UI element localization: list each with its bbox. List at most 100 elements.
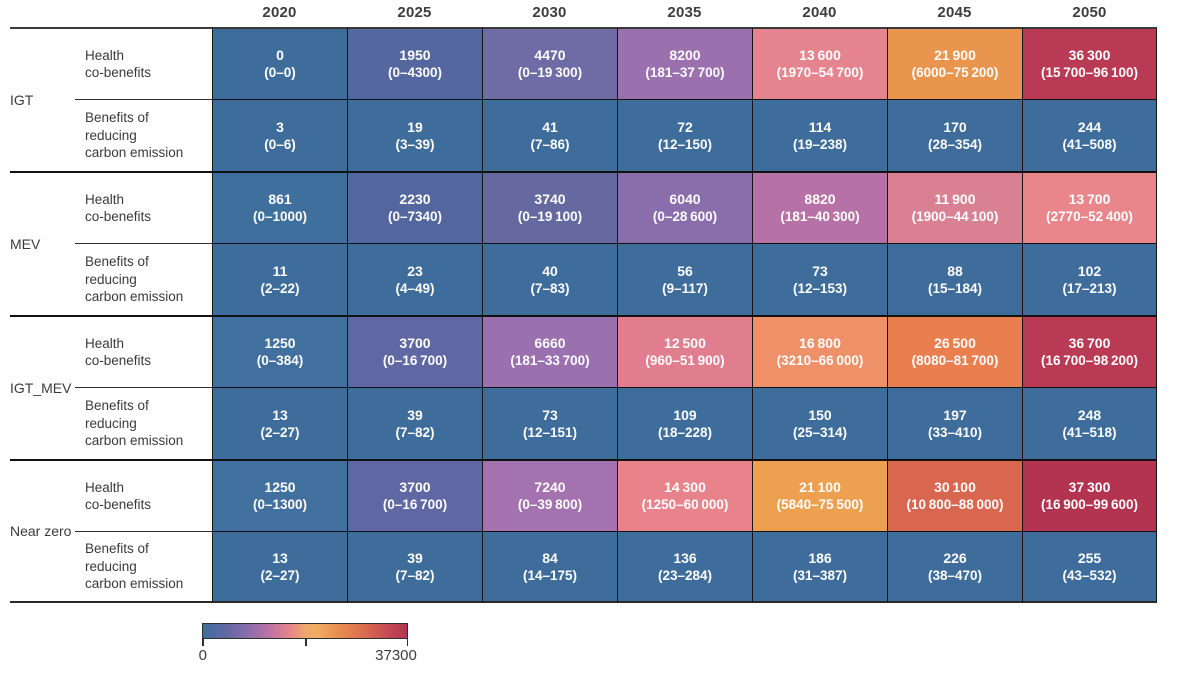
scenario-label: Near zero [10, 459, 75, 603]
cell-value: 37 300 [1068, 479, 1111, 495]
heatmap-cell: 56 (9–117) [617, 243, 752, 315]
colorbar-min-label: 0 [198, 647, 208, 664]
cell-range: (7–83) [530, 280, 570, 296]
cell-value: 1250 [264, 335, 296, 351]
cell-value: 39 [407, 406, 423, 423]
cell-value: 21 100 [799, 479, 841, 495]
cell-range: (7–86) [530, 136, 570, 152]
cell-value: 244 [1077, 118, 1102, 135]
heatmap-cell: 7240 (0–39 800) [482, 459, 617, 531]
measure-label: Health co-benefits [75, 315, 212, 387]
cell-range: (12–150) [657, 136, 713, 152]
cell-range: (17–213) [1062, 280, 1117, 296]
year-label: 2030 [532, 4, 567, 21]
cell-value: 14 300 [664, 479, 706, 495]
cell-value: 16 800 [799, 335, 841, 351]
cell-value: 8820 [804, 191, 836, 207]
cell-range: (0–4300) [387, 65, 443, 80]
scenario-label: IGT_MEV [10, 315, 75, 459]
heatmap-cell: 2230 (0–7340) [347, 171, 482, 243]
cell-value: 197 [943, 406, 967, 423]
cell-value: 150 [808, 406, 832, 423]
cell-value: 11 [272, 262, 288, 279]
heatmap-cell: 21 100 (5840–75 500) [752, 459, 887, 531]
cell-range: (23–284) [657, 567, 713, 583]
heatmap-cell: 39 (7–82) [347, 387, 482, 459]
year-label: 2040 [802, 4, 837, 21]
cell-range: (2–22) [260, 280, 300, 296]
measure-label: Benefits of reducing carbon emission [75, 387, 212, 459]
heatmap-cell: 8200 (181–37 700) [617, 27, 752, 99]
cell-range: (181–33 700) [510, 353, 590, 368]
colorbar-max-label: 37300 [375, 647, 417, 664]
cell-value: 3700 [399, 479, 431, 495]
cell-value: 861 [268, 191, 292, 207]
cell-value: 23 [407, 262, 423, 279]
heatmap-cell: 73 (12–151) [482, 387, 617, 459]
cell-range: (7–82) [395, 424, 435, 440]
cell-range: (0–19 100) [517, 209, 583, 224]
cell-value: 13 600 [799, 47, 841, 63]
heatmap-cell: 1250 (0–384) [212, 315, 347, 387]
cell-range: (0–19 300) [517, 65, 583, 80]
scenario-label: IGT [10, 27, 75, 171]
heatmap-cell: 11 900 (1900–44 100) [887, 171, 1022, 243]
cell-value: 1950 [399, 47, 431, 63]
cell-value: 6660 [534, 335, 566, 351]
heatmap-cell: 40 (7–83) [482, 243, 617, 315]
heatmap-cell: 6660 (181–33 700) [482, 315, 617, 387]
cell-range: (16 900–99 600) [1041, 497, 1138, 512]
heatmap-cell: 136 (23–284) [617, 531, 752, 603]
heatmap-cell: 0 (0–0) [212, 27, 347, 99]
heatmap-cell: 8820 (181–40 300) [752, 171, 887, 243]
cell-value: 36 700 [1068, 335, 1111, 351]
heatmap-cell: 186 (31–387) [752, 531, 887, 603]
cell-value: 36 300 [1068, 47, 1111, 63]
cell-range: (0–16 700) [382, 353, 448, 368]
cell-range: (1250–60 000) [641, 497, 729, 512]
cell-value: 226 [943, 549, 967, 566]
measure-label: Benefits of reducing carbon emission [75, 99, 212, 171]
cell-range: (4–49) [395, 280, 435, 296]
year-label: 2050 [1072, 4, 1107, 21]
cell-value: 114 [808, 118, 832, 135]
cell-value: 19 [407, 118, 423, 135]
cell-value: 12 500 [664, 335, 706, 351]
heatmap-cell: 248 (41–518) [1022, 387, 1157, 459]
cell-value: 0 [276, 47, 284, 63]
cell-range: (3210–66 000) [776, 353, 864, 368]
heatmap-cell: 255 (43–532) [1022, 531, 1157, 603]
cell-value: 3700 [399, 335, 431, 351]
cell-value: 13 700 [1068, 191, 1111, 207]
cell-range: (15 700–96 100) [1041, 65, 1138, 80]
year-label: 2045 [937, 4, 972, 21]
cell-value: 6040 [669, 191, 701, 207]
colorbar-tick [406, 639, 408, 646]
colorbar-tick [202, 639, 204, 646]
cell-value: 109 [673, 406, 697, 423]
cell-range: (2–27) [260, 424, 300, 440]
cell-range: (28–354) [927, 136, 983, 152]
heatmap-cell: 21 900 (6000–75 200) [887, 27, 1022, 99]
cell-range: (0–0) [264, 65, 296, 80]
cell-value: 26 500 [934, 335, 976, 351]
cell-value: 73 [542, 406, 558, 423]
cell-value: 13 [272, 549, 288, 566]
cell-range: (1970–54 700) [776, 65, 864, 80]
cell-value: 39 [407, 549, 423, 566]
cell-value: 88 [947, 262, 963, 279]
cell-value: 40 [542, 262, 558, 279]
cell-range: (2770–52 400) [1046, 209, 1133, 224]
heatmap-cell: 197 (33–410) [887, 387, 1022, 459]
cell-range: (0–384) [256, 353, 304, 368]
heatmap-cell: 109 (18–228) [617, 387, 752, 459]
cell-value: 21 900 [934, 47, 976, 63]
cell-range: (18–228) [657, 424, 713, 440]
cell-range: (41–508) [1062, 136, 1117, 152]
cell-range: (7–82) [395, 567, 435, 583]
heatmap-cell: 73 (12–153) [752, 243, 887, 315]
cell-value: 255 [1077, 549, 1102, 566]
cell-range: (41–518) [1062, 424, 1117, 440]
heatmap-cell: 13 700 (2770–52 400) [1022, 171, 1157, 243]
heatmap-cell: 41 (7–86) [482, 99, 617, 171]
